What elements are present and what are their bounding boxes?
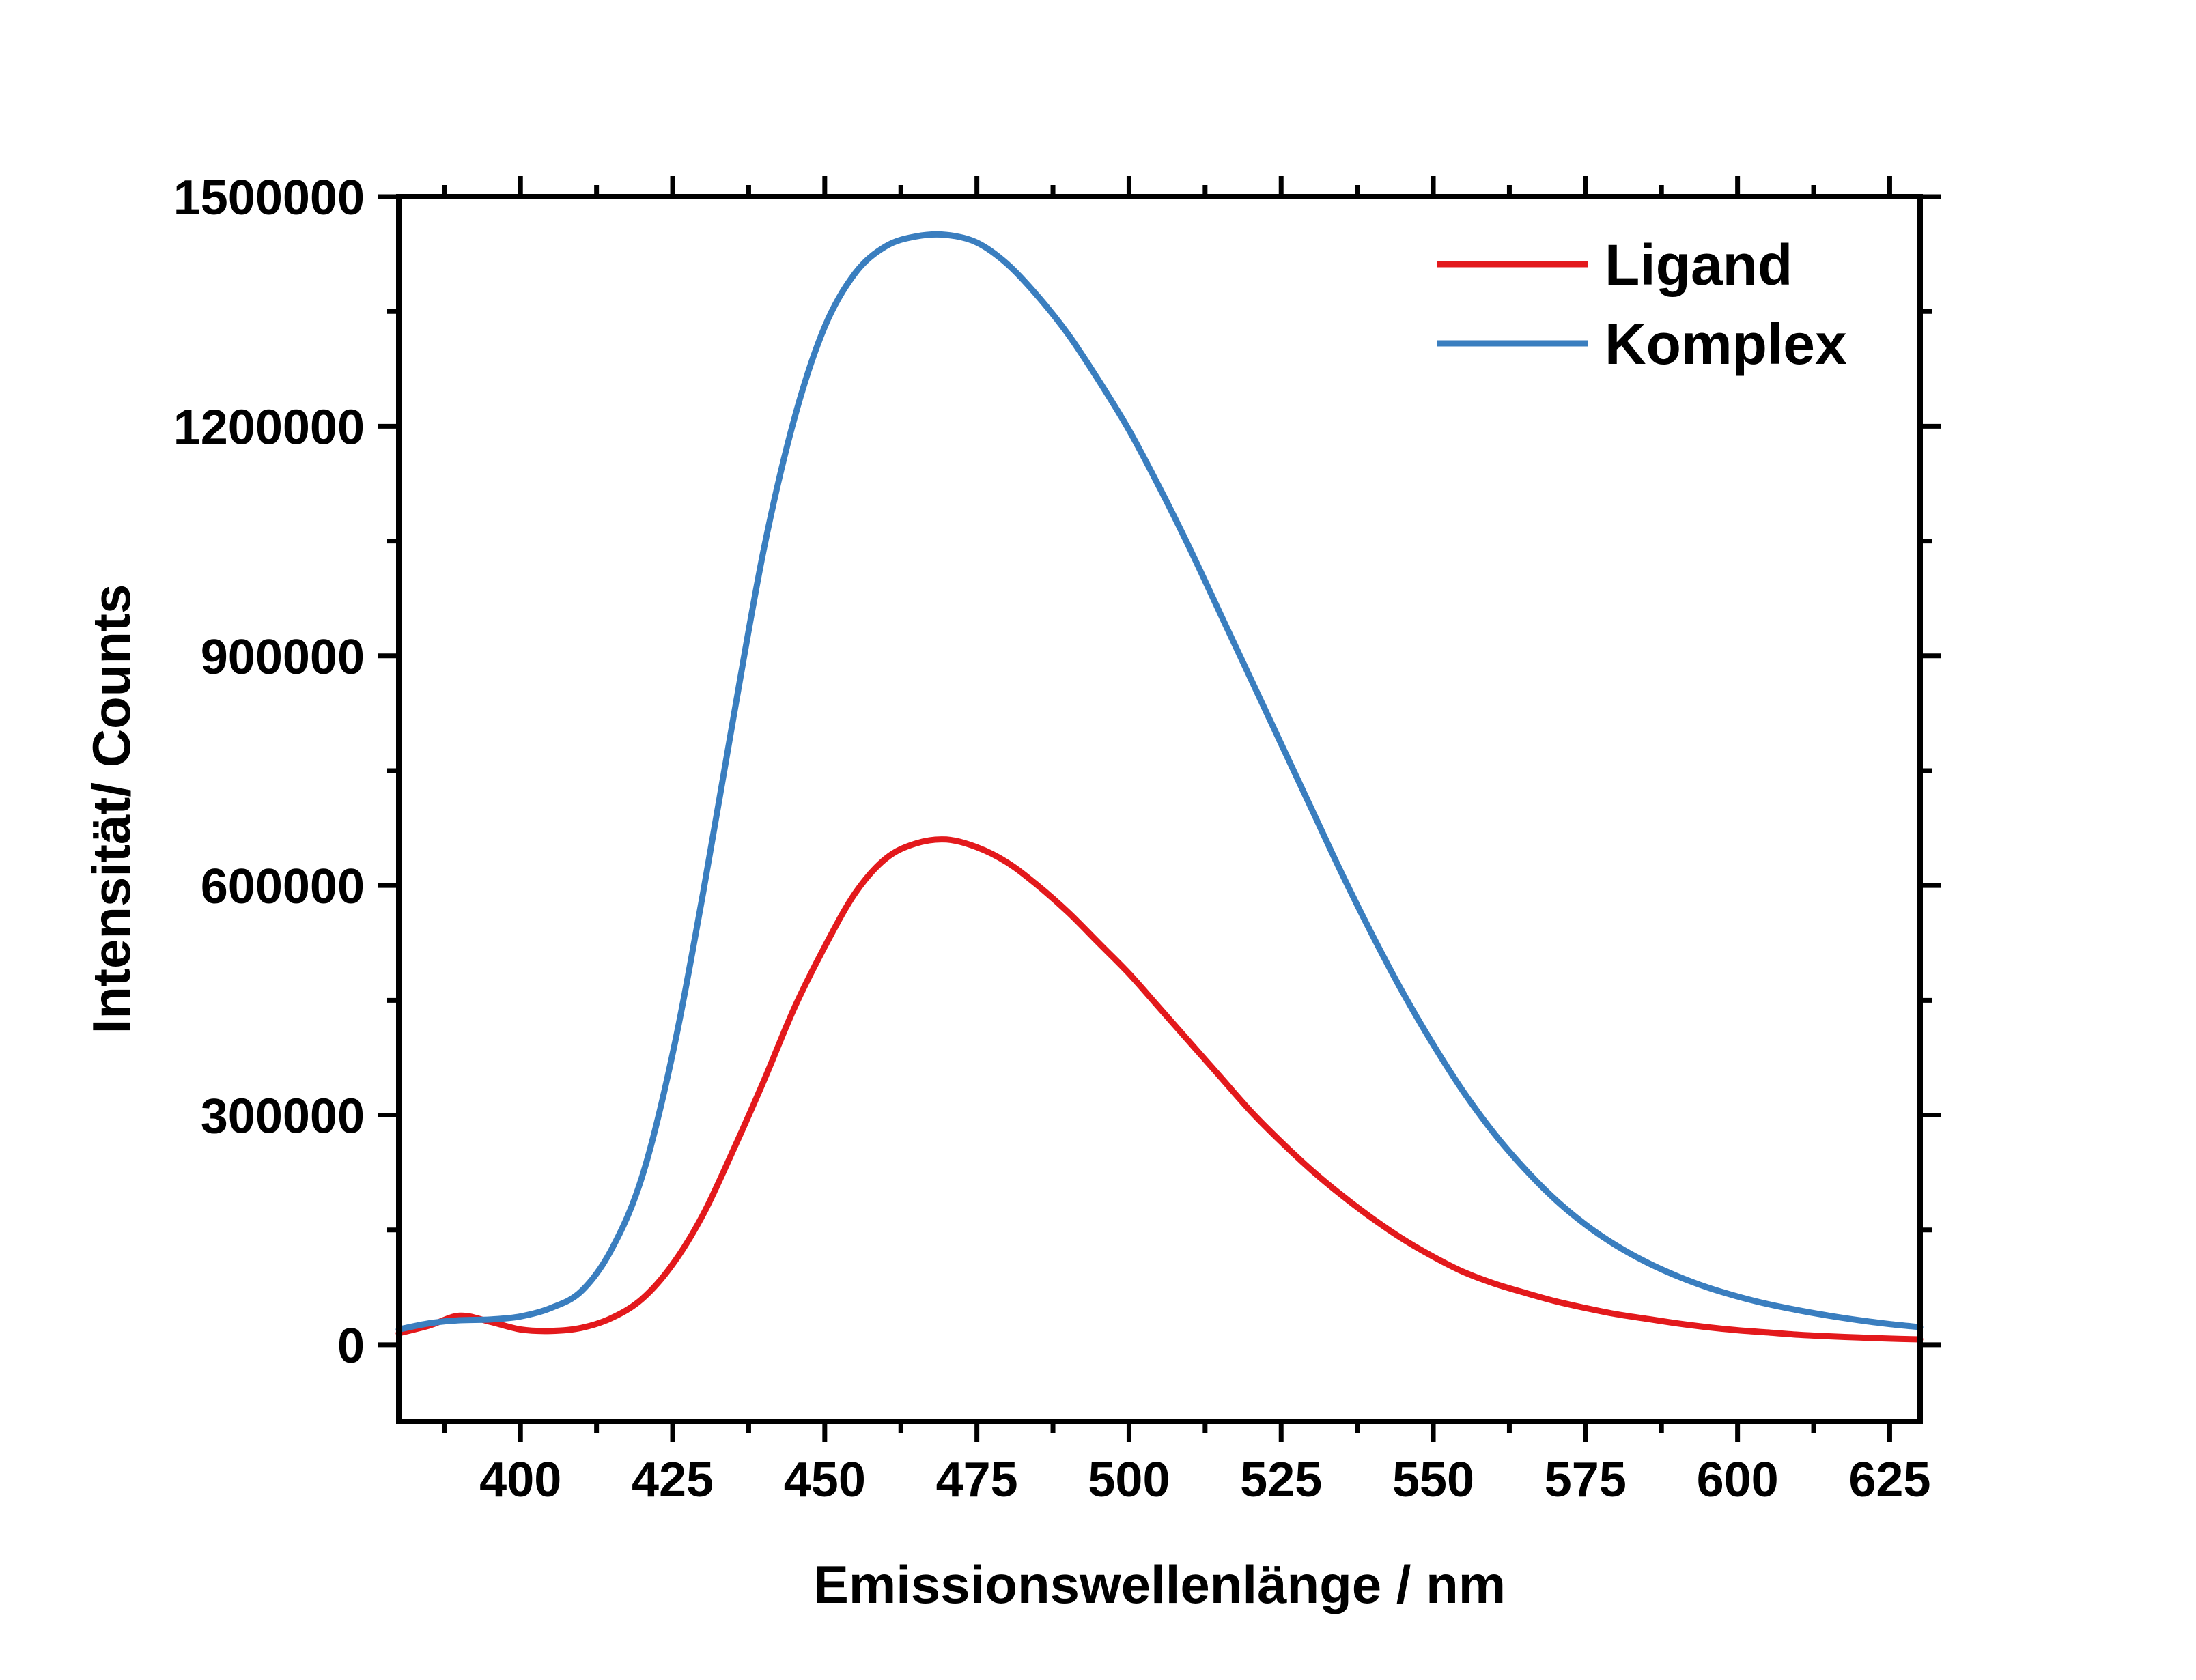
x-tick-label: 425 xyxy=(632,1453,714,1507)
legend: Ligand Komplex xyxy=(1437,233,1847,376)
y-tick-label: 900000 xyxy=(201,630,365,685)
y-tick-label: 1200000 xyxy=(173,400,365,455)
x-tick-label: 500 xyxy=(1088,1453,1170,1507)
x-tick-label: 550 xyxy=(1392,1453,1474,1507)
x-tick-label: 525 xyxy=(1240,1453,1322,1507)
plot-frame xyxy=(396,194,1923,1424)
x-tick-label: 600 xyxy=(1697,1453,1779,1507)
x-tick-label: 575 xyxy=(1545,1453,1627,1507)
y-tick-label: 1500000 xyxy=(173,171,365,225)
x-tick-label: 400 xyxy=(479,1453,561,1507)
legend-label-ligand: Ligand xyxy=(1605,233,1792,297)
y-tick-label: 0 xyxy=(337,1319,365,1373)
series-line-komplex xyxy=(395,231,1924,1333)
x-tick-label: 625 xyxy=(1848,1453,1930,1507)
legend-label-komplex: Komplex xyxy=(1605,312,1847,376)
x-ticks-layer: 400 425 450 475 500 525 550 575 600 625 xyxy=(442,176,1931,1507)
x-tick-label: 475 xyxy=(936,1453,1018,1507)
series-line-ligand xyxy=(395,836,1924,1343)
x-tick-label: 450 xyxy=(784,1453,866,1507)
y-axis-title: Intensität/ Counts xyxy=(81,584,141,1034)
y-tick-label: 300000 xyxy=(201,1090,365,1144)
x-axis-title: Emissionswellenlänge / nm xyxy=(813,1554,1506,1614)
series-layer xyxy=(395,231,1924,1343)
y-tick-label: 600000 xyxy=(201,859,365,914)
y-ticks-layer: 0 300000 600000 900000 1200000 1500000 xyxy=(173,171,1941,1373)
